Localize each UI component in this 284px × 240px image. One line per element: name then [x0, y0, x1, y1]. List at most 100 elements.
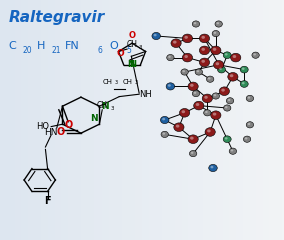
Circle shape	[231, 149, 233, 151]
Text: 3: 3	[138, 45, 142, 50]
Circle shape	[182, 34, 193, 43]
Circle shape	[214, 60, 224, 69]
Circle shape	[168, 56, 171, 58]
Circle shape	[228, 72, 238, 81]
Circle shape	[190, 137, 194, 140]
Circle shape	[196, 103, 199, 106]
Text: 6: 6	[98, 46, 103, 55]
Circle shape	[199, 46, 210, 55]
Circle shape	[191, 152, 193, 154]
Circle shape	[206, 76, 214, 82]
Text: 20: 20	[23, 46, 32, 55]
Circle shape	[188, 82, 198, 91]
Circle shape	[167, 54, 174, 61]
Circle shape	[189, 150, 197, 157]
Circle shape	[212, 93, 220, 99]
Circle shape	[240, 81, 248, 87]
Circle shape	[160, 116, 169, 124]
Text: 3: 3	[135, 80, 138, 85]
Circle shape	[223, 136, 231, 143]
Text: C: C	[9, 41, 16, 51]
Circle shape	[204, 110, 211, 116]
Circle shape	[181, 69, 188, 75]
Text: 5: 5	[126, 46, 131, 55]
Circle shape	[246, 122, 254, 128]
Circle shape	[190, 84, 194, 87]
Circle shape	[174, 123, 184, 132]
Circle shape	[219, 68, 222, 70]
Circle shape	[162, 118, 165, 120]
Circle shape	[181, 110, 185, 113]
Circle shape	[166, 83, 175, 90]
Circle shape	[173, 41, 177, 44]
Circle shape	[205, 128, 215, 136]
Circle shape	[209, 164, 217, 172]
Circle shape	[243, 136, 251, 142]
Text: 21: 21	[51, 46, 60, 55]
Circle shape	[214, 32, 216, 34]
Text: NH: NH	[139, 90, 152, 99]
Circle shape	[171, 39, 181, 48]
Circle shape	[199, 34, 210, 43]
Circle shape	[218, 66, 225, 73]
Circle shape	[219, 87, 229, 96]
Text: N: N	[101, 102, 108, 111]
Circle shape	[194, 22, 196, 24]
Text: N: N	[90, 114, 98, 123]
Circle shape	[213, 48, 216, 51]
Circle shape	[154, 34, 157, 36]
Circle shape	[182, 53, 193, 62]
Circle shape	[231, 53, 241, 62]
Circle shape	[188, 135, 198, 144]
Text: O: O	[109, 41, 118, 51]
Circle shape	[195, 69, 202, 75]
Circle shape	[248, 96, 250, 99]
Circle shape	[197, 70, 199, 72]
Circle shape	[225, 106, 227, 108]
Circle shape	[253, 53, 256, 55]
Circle shape	[194, 92, 196, 94]
Text: CH: CH	[123, 79, 133, 85]
Circle shape	[245, 137, 247, 139]
Circle shape	[216, 22, 219, 24]
Circle shape	[230, 74, 233, 77]
Circle shape	[224, 105, 231, 111]
Circle shape	[210, 166, 214, 168]
Circle shape	[228, 99, 230, 101]
Text: O: O	[64, 120, 72, 130]
Circle shape	[240, 66, 248, 73]
Circle shape	[215, 21, 222, 27]
Circle shape	[221, 89, 225, 92]
Text: FN: FN	[65, 41, 80, 51]
Text: F: F	[44, 196, 51, 206]
Text: CH: CH	[97, 101, 108, 110]
Text: HN: HN	[44, 128, 58, 137]
Text: CH: CH	[127, 40, 138, 49]
Text: 3: 3	[115, 80, 118, 85]
Circle shape	[207, 129, 211, 132]
Circle shape	[161, 131, 168, 138]
Text: N: N	[130, 60, 136, 69]
Circle shape	[205, 111, 208, 113]
Circle shape	[199, 58, 210, 67]
Circle shape	[248, 123, 250, 125]
Circle shape	[201, 36, 205, 39]
Text: O: O	[129, 30, 135, 40]
Text: N: N	[128, 60, 135, 69]
Circle shape	[223, 52, 231, 59]
Circle shape	[226, 98, 234, 104]
Circle shape	[192, 21, 200, 27]
Text: H: H	[37, 41, 45, 51]
Circle shape	[216, 62, 219, 65]
Circle shape	[246, 95, 254, 102]
Text: HO: HO	[36, 122, 49, 131]
Circle shape	[194, 101, 204, 110]
Text: Raltegravir: Raltegravir	[9, 10, 105, 25]
Circle shape	[242, 68, 245, 70]
Circle shape	[192, 90, 200, 97]
Circle shape	[152, 32, 160, 40]
Circle shape	[214, 94, 216, 96]
Circle shape	[168, 84, 171, 87]
Circle shape	[233, 55, 236, 58]
Circle shape	[201, 60, 205, 63]
